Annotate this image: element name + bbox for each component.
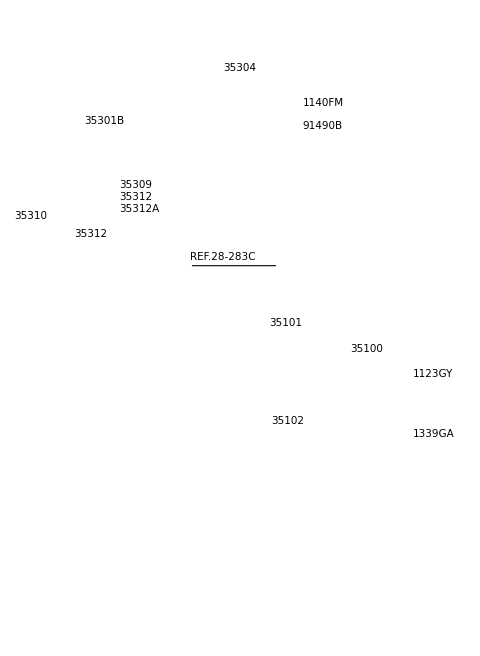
Text: 35312A: 35312A xyxy=(119,203,159,214)
Text: 35100: 35100 xyxy=(350,344,383,354)
Text: 35310: 35310 xyxy=(14,211,48,222)
Text: 35312: 35312 xyxy=(74,229,108,239)
Text: REF.28-283C: REF.28-283C xyxy=(190,252,255,262)
Text: 35101: 35101 xyxy=(269,318,302,329)
Text: 35304: 35304 xyxy=(224,64,256,73)
Text: 35312: 35312 xyxy=(119,192,152,202)
Text: 91490B: 91490B xyxy=(302,121,343,131)
Text: 1140FM: 1140FM xyxy=(302,98,344,108)
Text: 35301B: 35301B xyxy=(84,116,124,127)
Text: 1339GA: 1339GA xyxy=(413,429,455,440)
Text: 35102: 35102 xyxy=(271,416,304,426)
Text: 35309: 35309 xyxy=(119,180,152,190)
Text: 1123GY: 1123GY xyxy=(413,369,453,379)
